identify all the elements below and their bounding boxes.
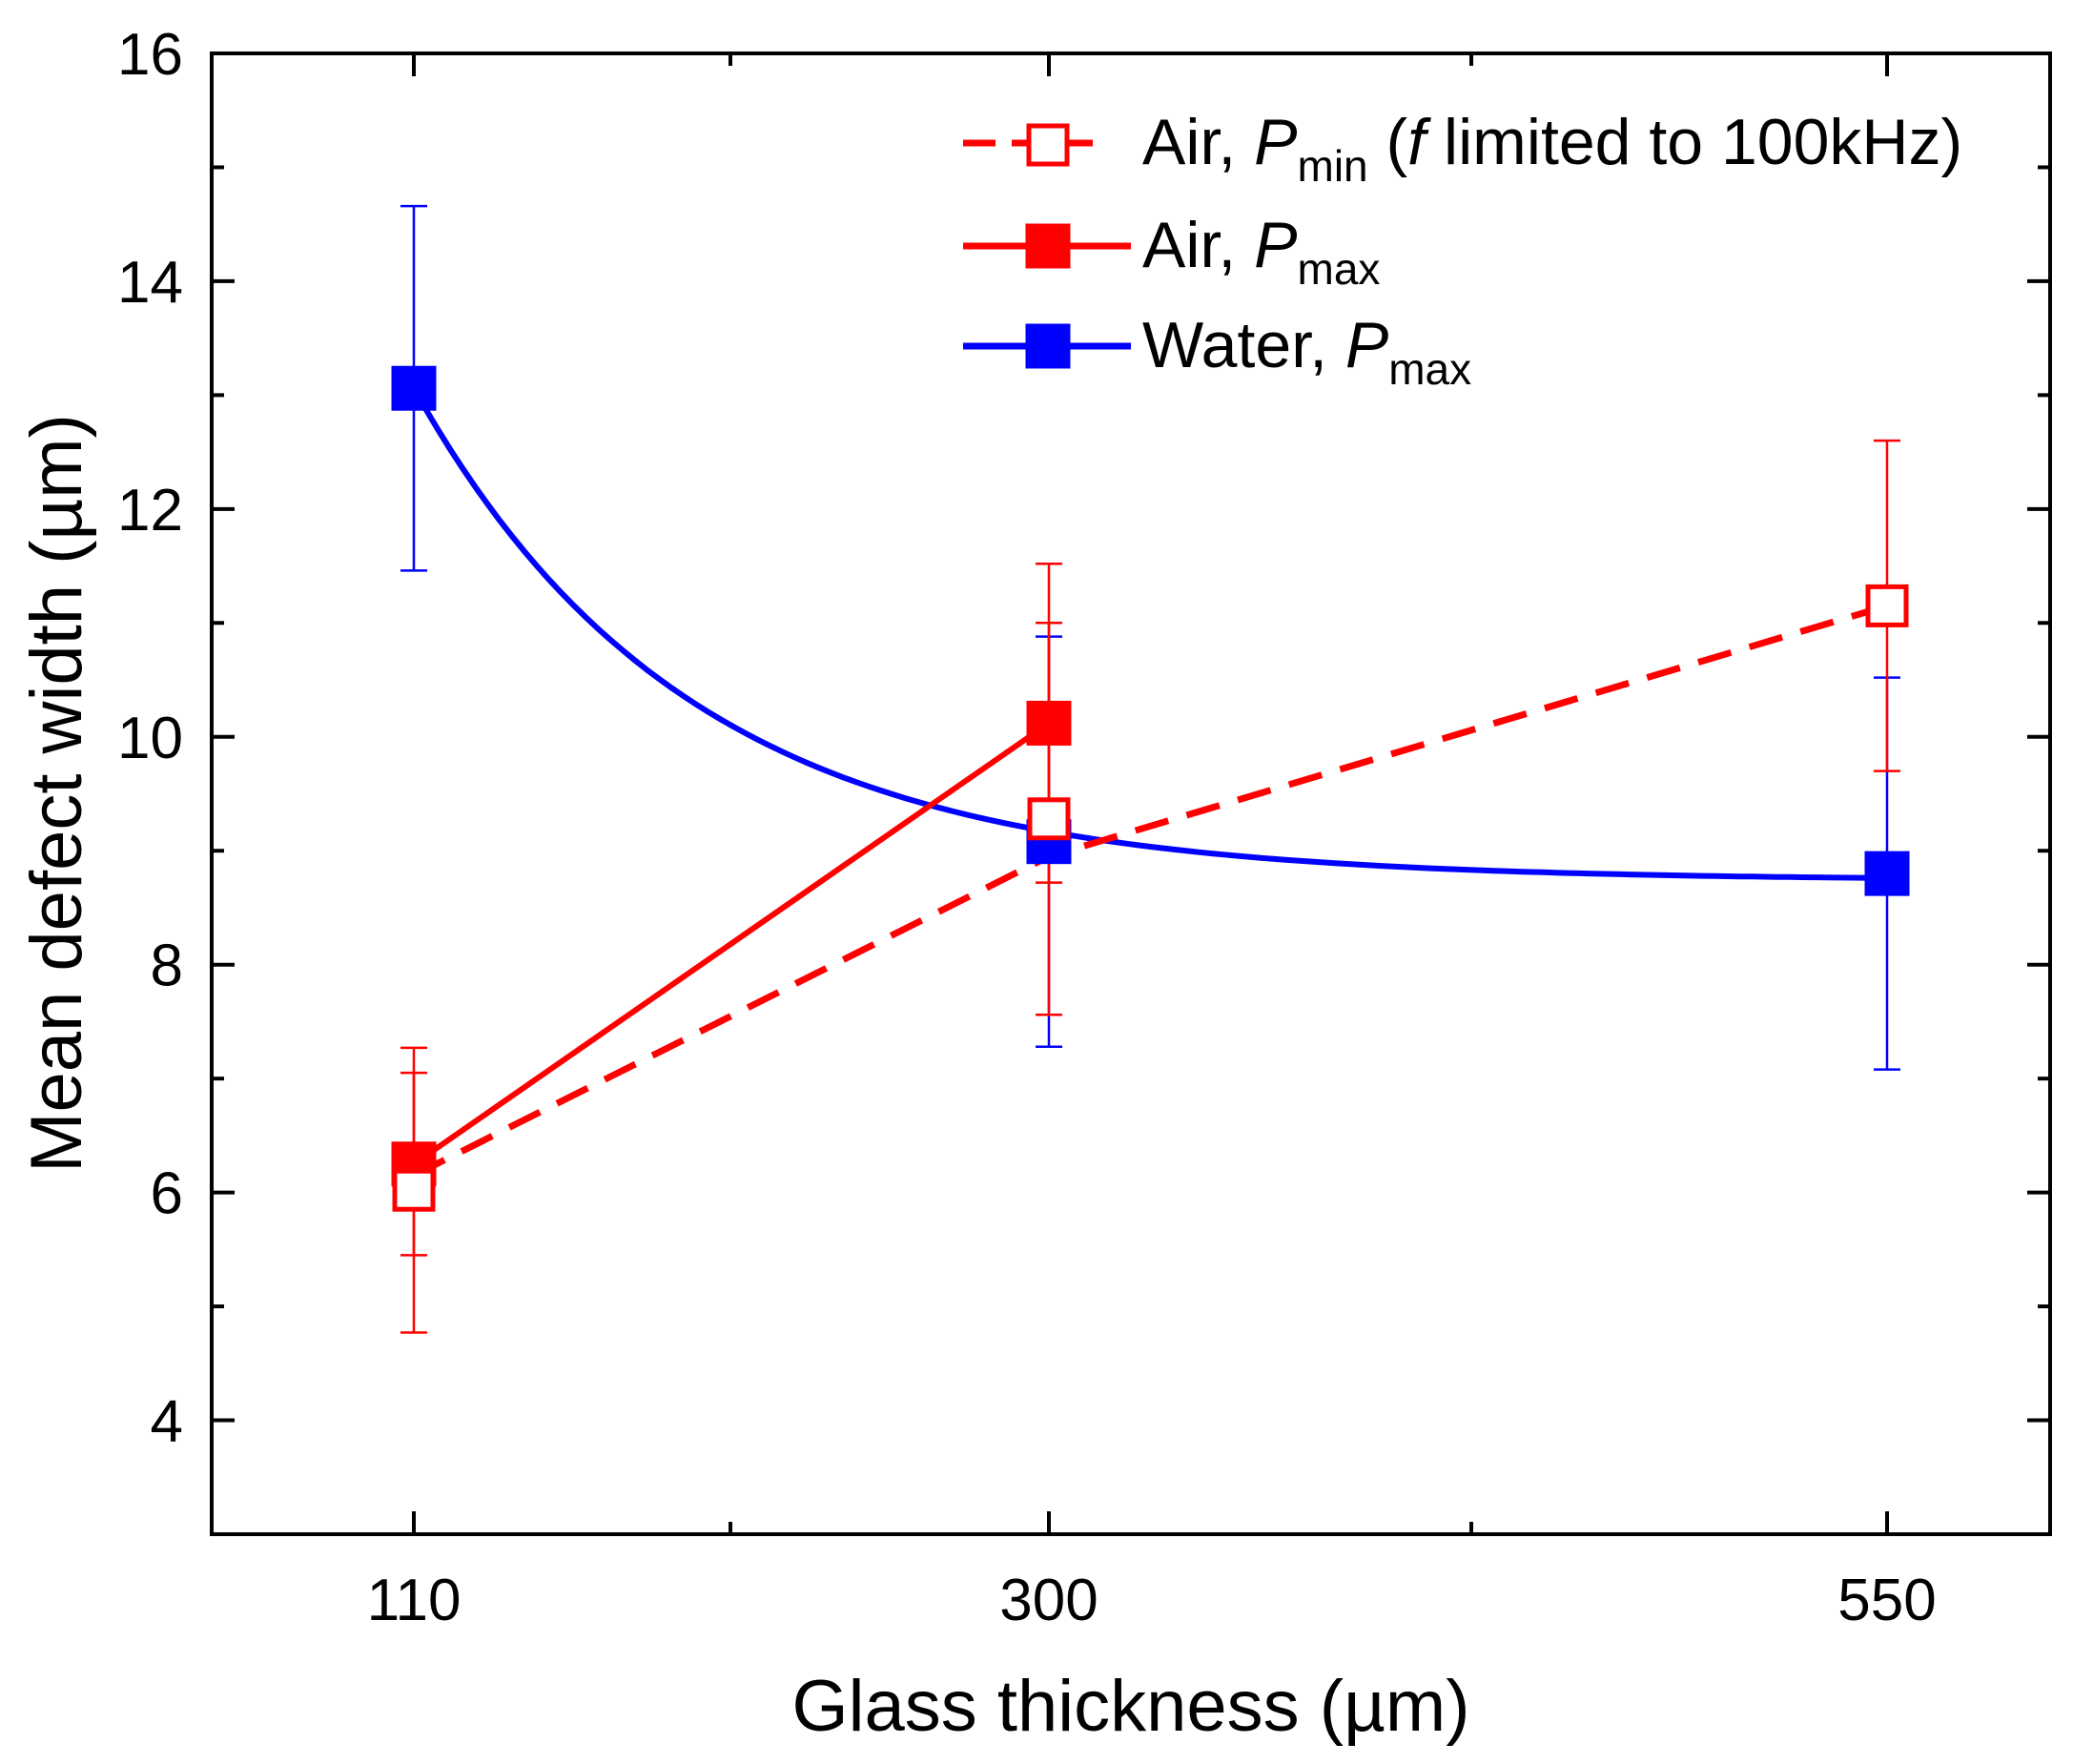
legend-label-air-pmin: Air, Pmin (f limited to 100kHz) — [1142, 106, 1962, 191]
legend-marker-water-pmax — [1025, 323, 1071, 369]
legend-entry-air-pmax: Air, Pmax — [963, 209, 1380, 294]
y-tick-label: 6 — [151, 1161, 183, 1227]
fit-lines — [411, 386, 1889, 1179]
legend-symbol: P — [1254, 106, 1297, 178]
legend-label-air-pmax: Air, Pmax — [1142, 209, 1380, 294]
legend-marker-air-pmax — [1025, 223, 1071, 269]
x-tick-label: 300 — [999, 1568, 1098, 1633]
data-markers — [391, 365, 1910, 1212]
plot-frame — [210, 51, 2052, 1536]
y-tick-label: 14 — [117, 250, 183, 316]
marker-air-pmax — [1026, 700, 1072, 746]
tick-labels: 4 6 8 10 12 14 16 110 300 550 — [117, 22, 1937, 1633]
legend-entry-water-pmax: Water, Pmax — [963, 309, 1471, 394]
x-axis-title: Glass thickness (µm) — [791, 1666, 1469, 1747]
legend-entry-air-pmin: Air, Pmin (f limited to 100kHz) — [963, 106, 1962, 191]
y-tick-label: 16 — [117, 22, 183, 88]
legend-subscript: min — [1298, 141, 1368, 191]
y-axis-title: Mean defect width (µm) — [16, 414, 97, 1173]
legend-subscript: max — [1298, 244, 1381, 294]
marker-air-pmin — [1865, 584, 1909, 627]
legend-open: ( — [1368, 106, 1408, 178]
y-tick-label: 8 — [151, 933, 183, 999]
marker-air-pmin — [1027, 797, 1071, 841]
fit-line-air-pmin — [412, 603, 1889, 1179]
fit-curve-water-pmax — [411, 386, 1888, 881]
axis-ticks — [212, 51, 2050, 1534]
legend-subscript: max — [1388, 344, 1471, 394]
marker-water-pmax — [1864, 851, 1910, 896]
legend-marker-air-pmin — [1026, 123, 1070, 167]
marker-water-pmax — [391, 365, 437, 411]
legend-label-water-pmax: Water, Pmax — [1142, 309, 1471, 394]
legend-pre: Water, — [1142, 309, 1345, 381]
legend-symbol: P — [1345, 309, 1388, 381]
legend-pre: Air, — [1142, 106, 1254, 178]
axes-box — [210, 51, 2052, 1536]
legend-pre: Air, — [1142, 209, 1254, 281]
y-tick-label: 4 — [151, 1389, 183, 1455]
legend-symbol: P — [1254, 209, 1297, 281]
y-tick-label: 12 — [117, 478, 183, 544]
y-tick-label: 10 — [117, 706, 183, 771]
legend-post: limited to 100kHz) — [1426, 106, 1962, 178]
x-tick-label: 550 — [1837, 1568, 1936, 1633]
marker-air-pmin — [392, 1168, 436, 1212]
x-tick-label: 110 — [367, 1568, 462, 1633]
legend: Air, Pmin (f limited to 100kHz) Air, Pma… — [963, 106, 1962, 394]
line-air-pmax — [412, 720, 1051, 1167]
